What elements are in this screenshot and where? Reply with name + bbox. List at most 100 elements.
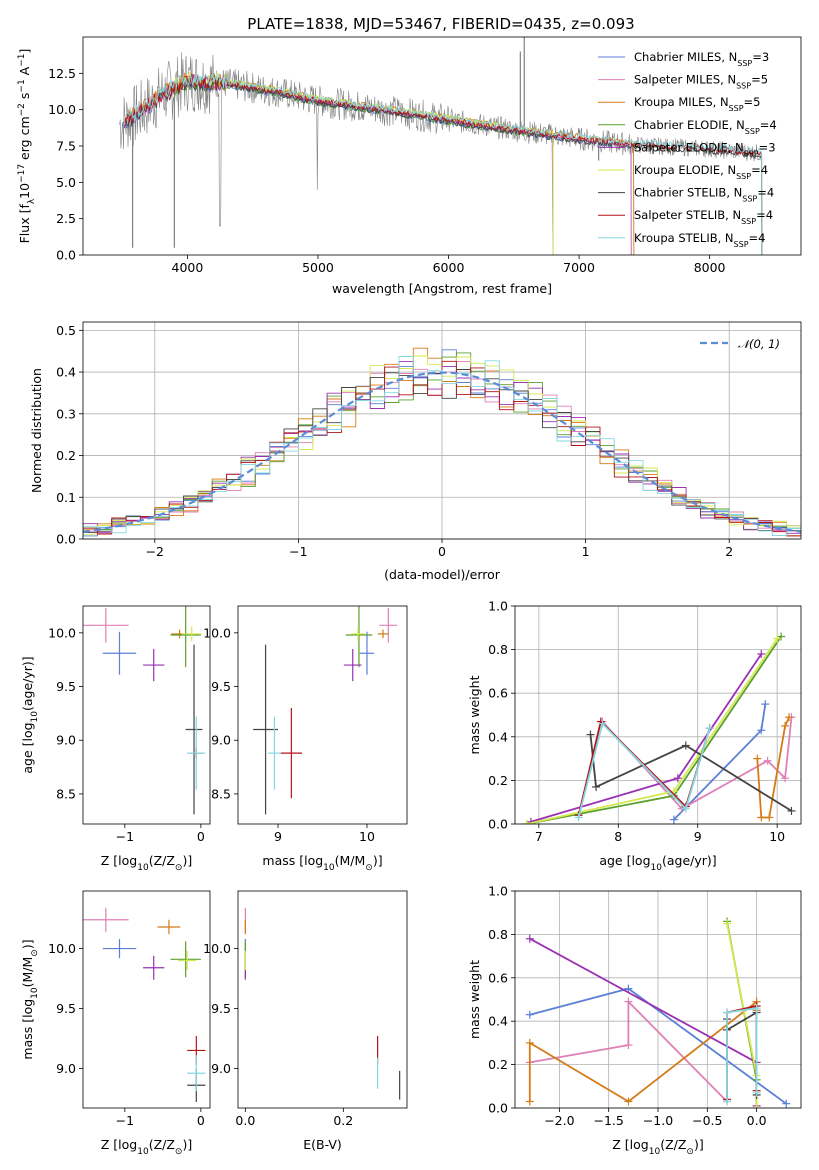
y-tick-label: 0.6 (488, 970, 508, 985)
plot-area (253, 606, 398, 815)
y-tick-label: 0.6 (488, 686, 508, 701)
axes: 7 8 9 10 0.0 0.2 0.4 0.6 0.8 1.0 (488, 599, 802, 844)
model-fit-salpeter-stelib (124, 73, 763, 255)
legend-label-salpeter-stelib: Salpeter STELIB, NSSP=4 (634, 208, 773, 226)
y-tick-label: 9.5 (56, 679, 76, 694)
legend-label-part: Chabrier ELODIE, N (634, 118, 745, 132)
x-tick-label: 0 (197, 829, 205, 844)
legend-label-chabrier-miles: Chabrier MILES, NSSP=3 (634, 50, 769, 68)
x-tick-label: 0.0 (235, 1113, 255, 1128)
x-tick-label: 4000 (172, 260, 204, 275)
legend-label-part: =4 (751, 163, 768, 177)
mass-weight-marker-salpeter-miles (781, 774, 790, 783)
model-fit-kroupa-stelib (124, 72, 763, 255)
x-tick-label: 9 (694, 829, 702, 844)
x-axis-label-part: (Z/Z (660, 1137, 686, 1152)
mass-weight-marker-salpeter-elodie (673, 774, 682, 783)
legend-label-kroupa-miles: Kroupa MILES, NSSP=5 (634, 95, 760, 113)
x-tick-label: 8 (614, 829, 622, 844)
x-axis-label: E(B-V) (303, 1137, 342, 1152)
axes: −1 0 8.5 9.0 9.5 10.0 (48, 605, 211, 844)
mass-weight-marker-salpeter-miles (763, 756, 772, 765)
mass-weight-line-kroupa-elodie (526, 638, 778, 824)
y-axis-label-part: age [log (20, 722, 35, 773)
legend-label-part: SSP (729, 104, 744, 113)
x-tick-label: −0.5 (692, 1113, 722, 1128)
plot-area (83, 606, 206, 815)
legend-label-part: =4 (757, 186, 774, 200)
x-tick-label: 7000 (563, 260, 595, 275)
y-tick-label: 12.5 (48, 66, 76, 81)
x-axis-label-part: 10 (137, 1147, 149, 1157)
y-axis-label-part: mass [log (20, 999, 35, 1060)
legend-label-part: SSP (745, 126, 760, 135)
y-tick-label: 10.0 (48, 941, 76, 956)
axes-frame (237, 890, 408, 1109)
chart-panel-2: −2 −1 0 1 2 0.0 0.1 0.2 0.3 0.4 0.5 𝒩(0, 1) (data-mo… (29, 321, 802, 582)
axes-frame (82, 605, 211, 825)
mass-weight-marker-kroupa-miles (785, 713, 794, 722)
legend-label-part: =4 (749, 231, 766, 245)
x-tick-label: 5000 (302, 260, 334, 275)
y-axis-label-part: 10 (17, 183, 32, 199)
x-tick-label: −1 (116, 1113, 134, 1128)
x-axis-label-part: )] (373, 853, 383, 868)
legend-label-part: Salpeter STELIB, N (634, 208, 741, 222)
y-axis-label-part: (M/M (20, 957, 35, 988)
x-tick-label: 0.2 (333, 1113, 353, 1128)
plot-area (119, 37, 763, 255)
x-tick-label: 10 (769, 829, 785, 844)
mass-weight-line-salpeter-miles (529, 1000, 728, 1103)
legend-label-part: SSP (736, 81, 751, 90)
y-tick-label: 0.4 (56, 365, 76, 380)
mass-weight-marker-chabrier-miles (757, 726, 766, 735)
mass-weight-marker-chabrier-stelib (681, 741, 690, 750)
legend-label-kroupa-stelib: Kroupa STELIB, NSSP=4 (634, 231, 765, 249)
y-tick-label: 0.0 (488, 1101, 508, 1116)
y-axis-label: Normed distribution (29, 368, 44, 493)
x-axis-label-part: 10 (649, 1147, 661, 1157)
x-axis-label-part: Z [log (101, 1137, 137, 1152)
x-axis-label-part: 10 (651, 863, 663, 873)
y-tick-label: 10.0 (203, 625, 231, 640)
legend-label-kroupa-elodie: Kroupa ELODIE, NSSP=4 (634, 163, 768, 181)
y-tick-label: 8.5 (56, 786, 76, 801)
axes-frame (82, 890, 211, 1109)
x-axis-label-part: )] (182, 853, 192, 868)
x-axis-label-part: 10 (323, 863, 335, 873)
legend-label-normal: 𝒩(0, 1) (738, 337, 780, 351)
y-tick-label: 9.5 (56, 1001, 76, 1016)
normal-distribution-curve (83, 371, 801, 533)
y-tick-label: 0.1 (56, 490, 76, 505)
axes: 0.0 0.2 9.0 9.5 10.0 (203, 890, 408, 1128)
mass-weight-line-kroupa-stelib (726, 1007, 758, 1102)
mass-weight-marker-salpeter-elodie (525, 934, 534, 943)
x-axis-label-part: )] (694, 1137, 704, 1152)
x-tick-label: 6000 (433, 260, 465, 275)
legend: 𝒩(0, 1) (700, 337, 780, 351)
legend-label-part: =4 (756, 208, 773, 222)
y-axis-label-part: )] (20, 939, 35, 949)
mass-weight-marker-salpeter-elodie (757, 649, 766, 658)
x-tick-label: 8000 (694, 260, 726, 275)
legend-label-part: =5 (751, 73, 768, 87)
mass-weight-marker-kroupa-miles (781, 721, 790, 730)
legend-label-part: SSP (744, 149, 759, 158)
x-tick-label: −2.0 (544, 1113, 574, 1128)
x-axis-label-part: 10 (137, 863, 149, 873)
error-bar-salpeter-miles (83, 907, 129, 932)
error-bar-kroupa-stelib (187, 1055, 206, 1092)
mass-weight-marker-kroupa-miles (525, 1097, 534, 1106)
x-tick-label: 0 (438, 544, 446, 559)
mass-weight-marker-chabrier-miles (669, 815, 678, 824)
y-axis-label-part: Flux [f (17, 204, 32, 244)
y-axis-label: Flux [fλ10−17 erg cm−2 s−1 A−1] (17, 49, 37, 244)
y-axis-label-part: −2 (17, 103, 27, 116)
error-bar-salpeter-stelib (280, 708, 303, 799)
y-axis-label-part: ] (17, 49, 32, 54)
y-tick-label: 9.5 (211, 679, 231, 694)
mass-weight-marker-kroupa-elodie (522, 820, 531, 824)
legend-label-part: SSP (736, 172, 751, 181)
y-axis-label-part: λ (27, 198, 37, 204)
